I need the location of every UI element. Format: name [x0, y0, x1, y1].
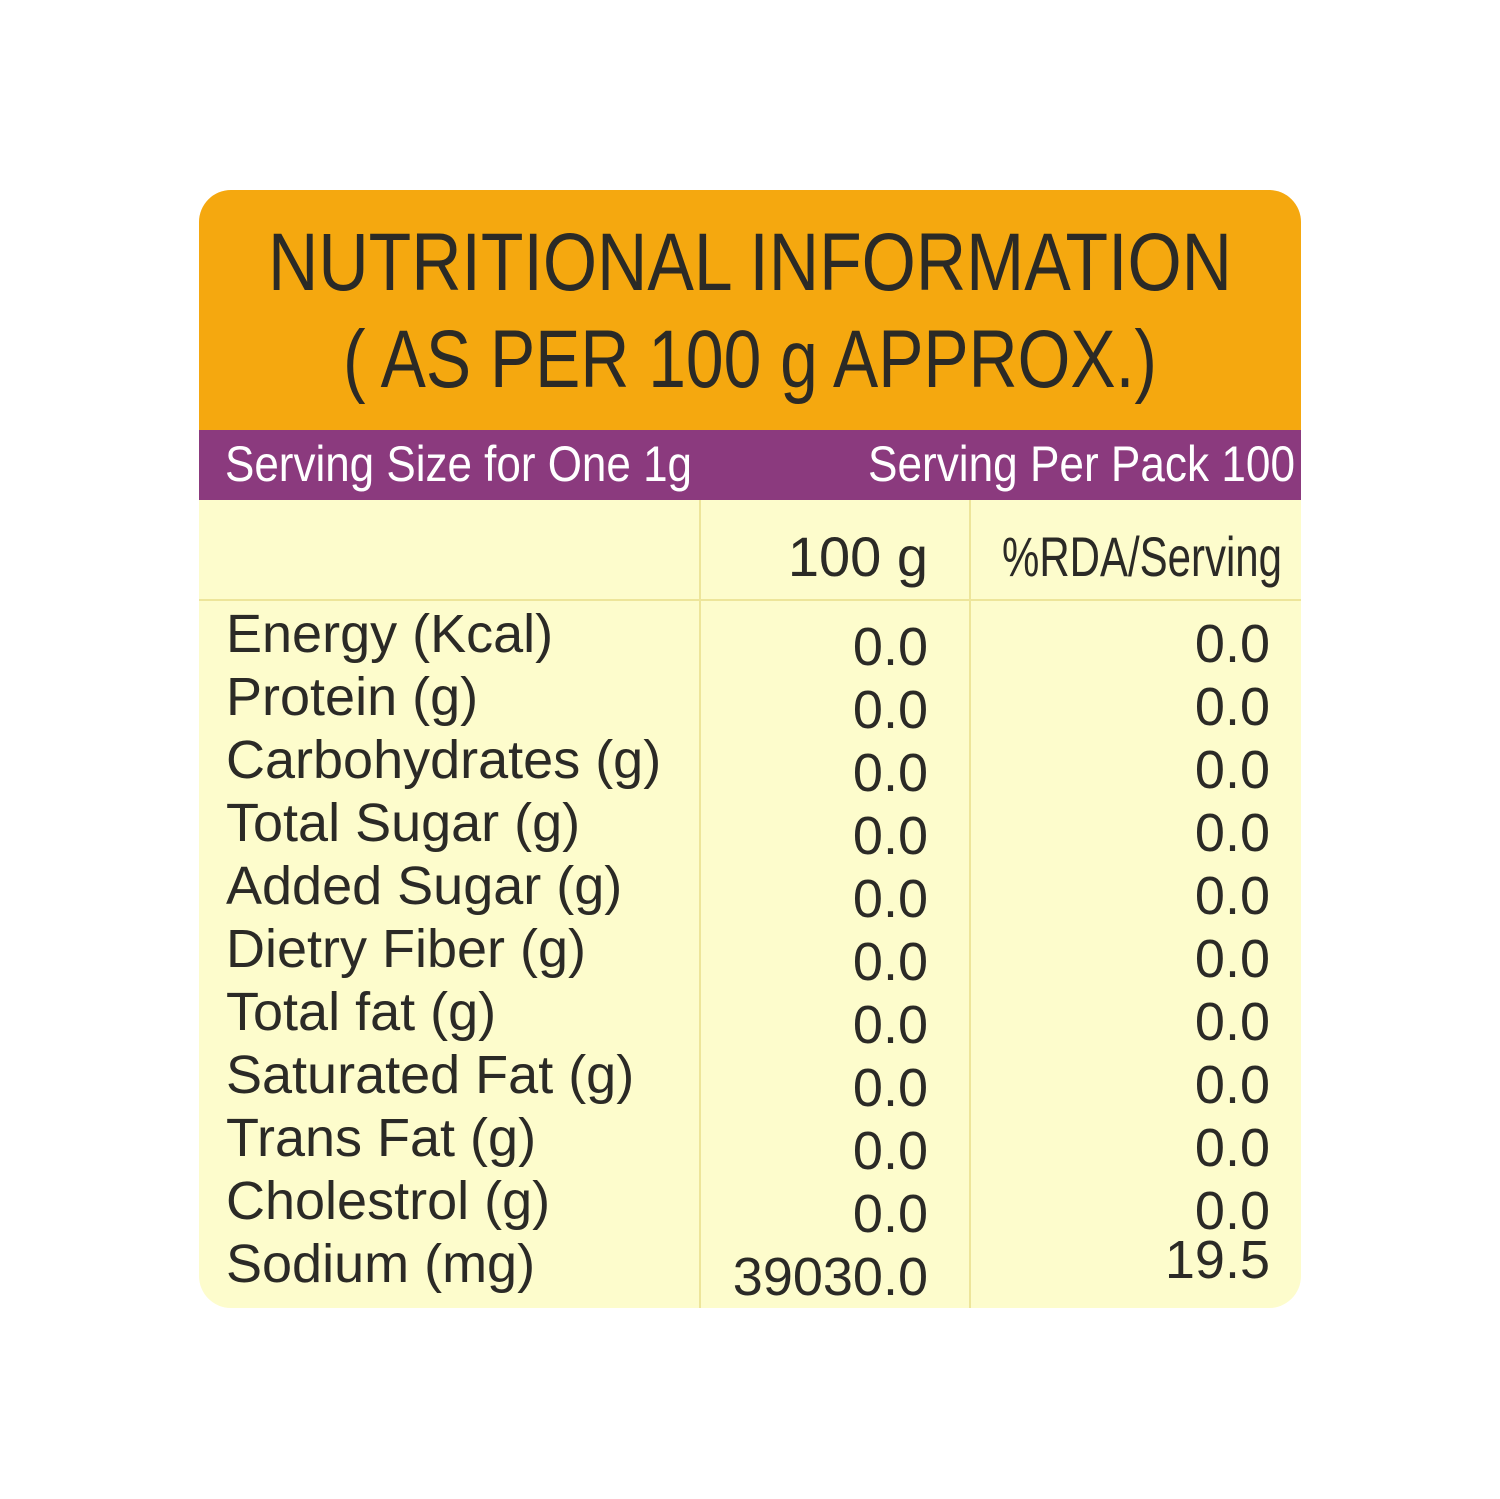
rda-value: 19.5 [1165, 1230, 1270, 1290]
per-100g-value: 0.0 [853, 806, 928, 866]
per-100g-value: 0.0 [853, 617, 928, 677]
table-body [199, 500, 1301, 1308]
rda-value: 0.0 [1195, 1181, 1270, 1241]
title-band [199, 190, 1301, 431]
per-100g-value: 0.0 [853, 1058, 928, 1118]
per-100g-value: 0.0 [853, 869, 928, 929]
card [199, 190, 1301, 1308]
nutrient-name: Cholestrol (g) [226, 1171, 550, 1231]
per-100g-value: 0.0 [853, 680, 928, 740]
nutrient-name: Carbohydrates (g) [226, 730, 661, 790]
nutrient-name: Trans Fat (g) [226, 1108, 536, 1168]
per-100g-value: 0.0 [853, 1121, 928, 1181]
nutrient-name: Total fat (g) [226, 982, 496, 1042]
rda-value: 0.0 [1195, 929, 1270, 989]
rda-value: 0.0 [1195, 866, 1270, 926]
rda-value: 0.0 [1195, 992, 1270, 1052]
rda-value: 0.0 [1195, 1055, 1270, 1115]
nutrient-name: Energy (Kcal) [226, 604, 553, 664]
nutrient-name: Sodium (mg) [226, 1234, 535, 1294]
servings-per-pack: Serving Per Pack 100 [868, 436, 1295, 492]
rda-value: 0.0 [1195, 677, 1270, 737]
title: NUTRITIONAL INFORMATION [268, 217, 1232, 308]
serving-size: Serving Size for One 1g [225, 436, 692, 492]
column-header: %RDA/Serving [1002, 525, 1282, 588]
serving-band [199, 430, 1301, 500]
rda-value: 0.0 [1195, 614, 1270, 674]
nutrient-name: Protein (g) [226, 667, 478, 727]
column-header: 100 g [788, 525, 928, 588]
per-100g-value: 0.0 [853, 932, 928, 992]
rda-value: 0.0 [1195, 740, 1270, 800]
title: ( AS PER 100 g APPROX.) [343, 314, 1157, 405]
nutrient-name: Total Sugar (g) [226, 793, 580, 853]
nutrient-name: Added Sugar (g) [226, 856, 622, 916]
per-100g-value: 0.0 [853, 995, 928, 1055]
per-100g-value: 0.0 [853, 1184, 928, 1244]
per-100g-value: 39030.0 [733, 1247, 928, 1307]
nutrient-name: Dietry Fiber (g) [226, 919, 586, 979]
nutrient-name: Saturated Fat (g) [226, 1045, 634, 1105]
rda-value: 0.0 [1195, 1118, 1270, 1178]
rda-value: 0.0 [1195, 803, 1270, 863]
per-100g-value: 0.0 [853, 743, 928, 803]
